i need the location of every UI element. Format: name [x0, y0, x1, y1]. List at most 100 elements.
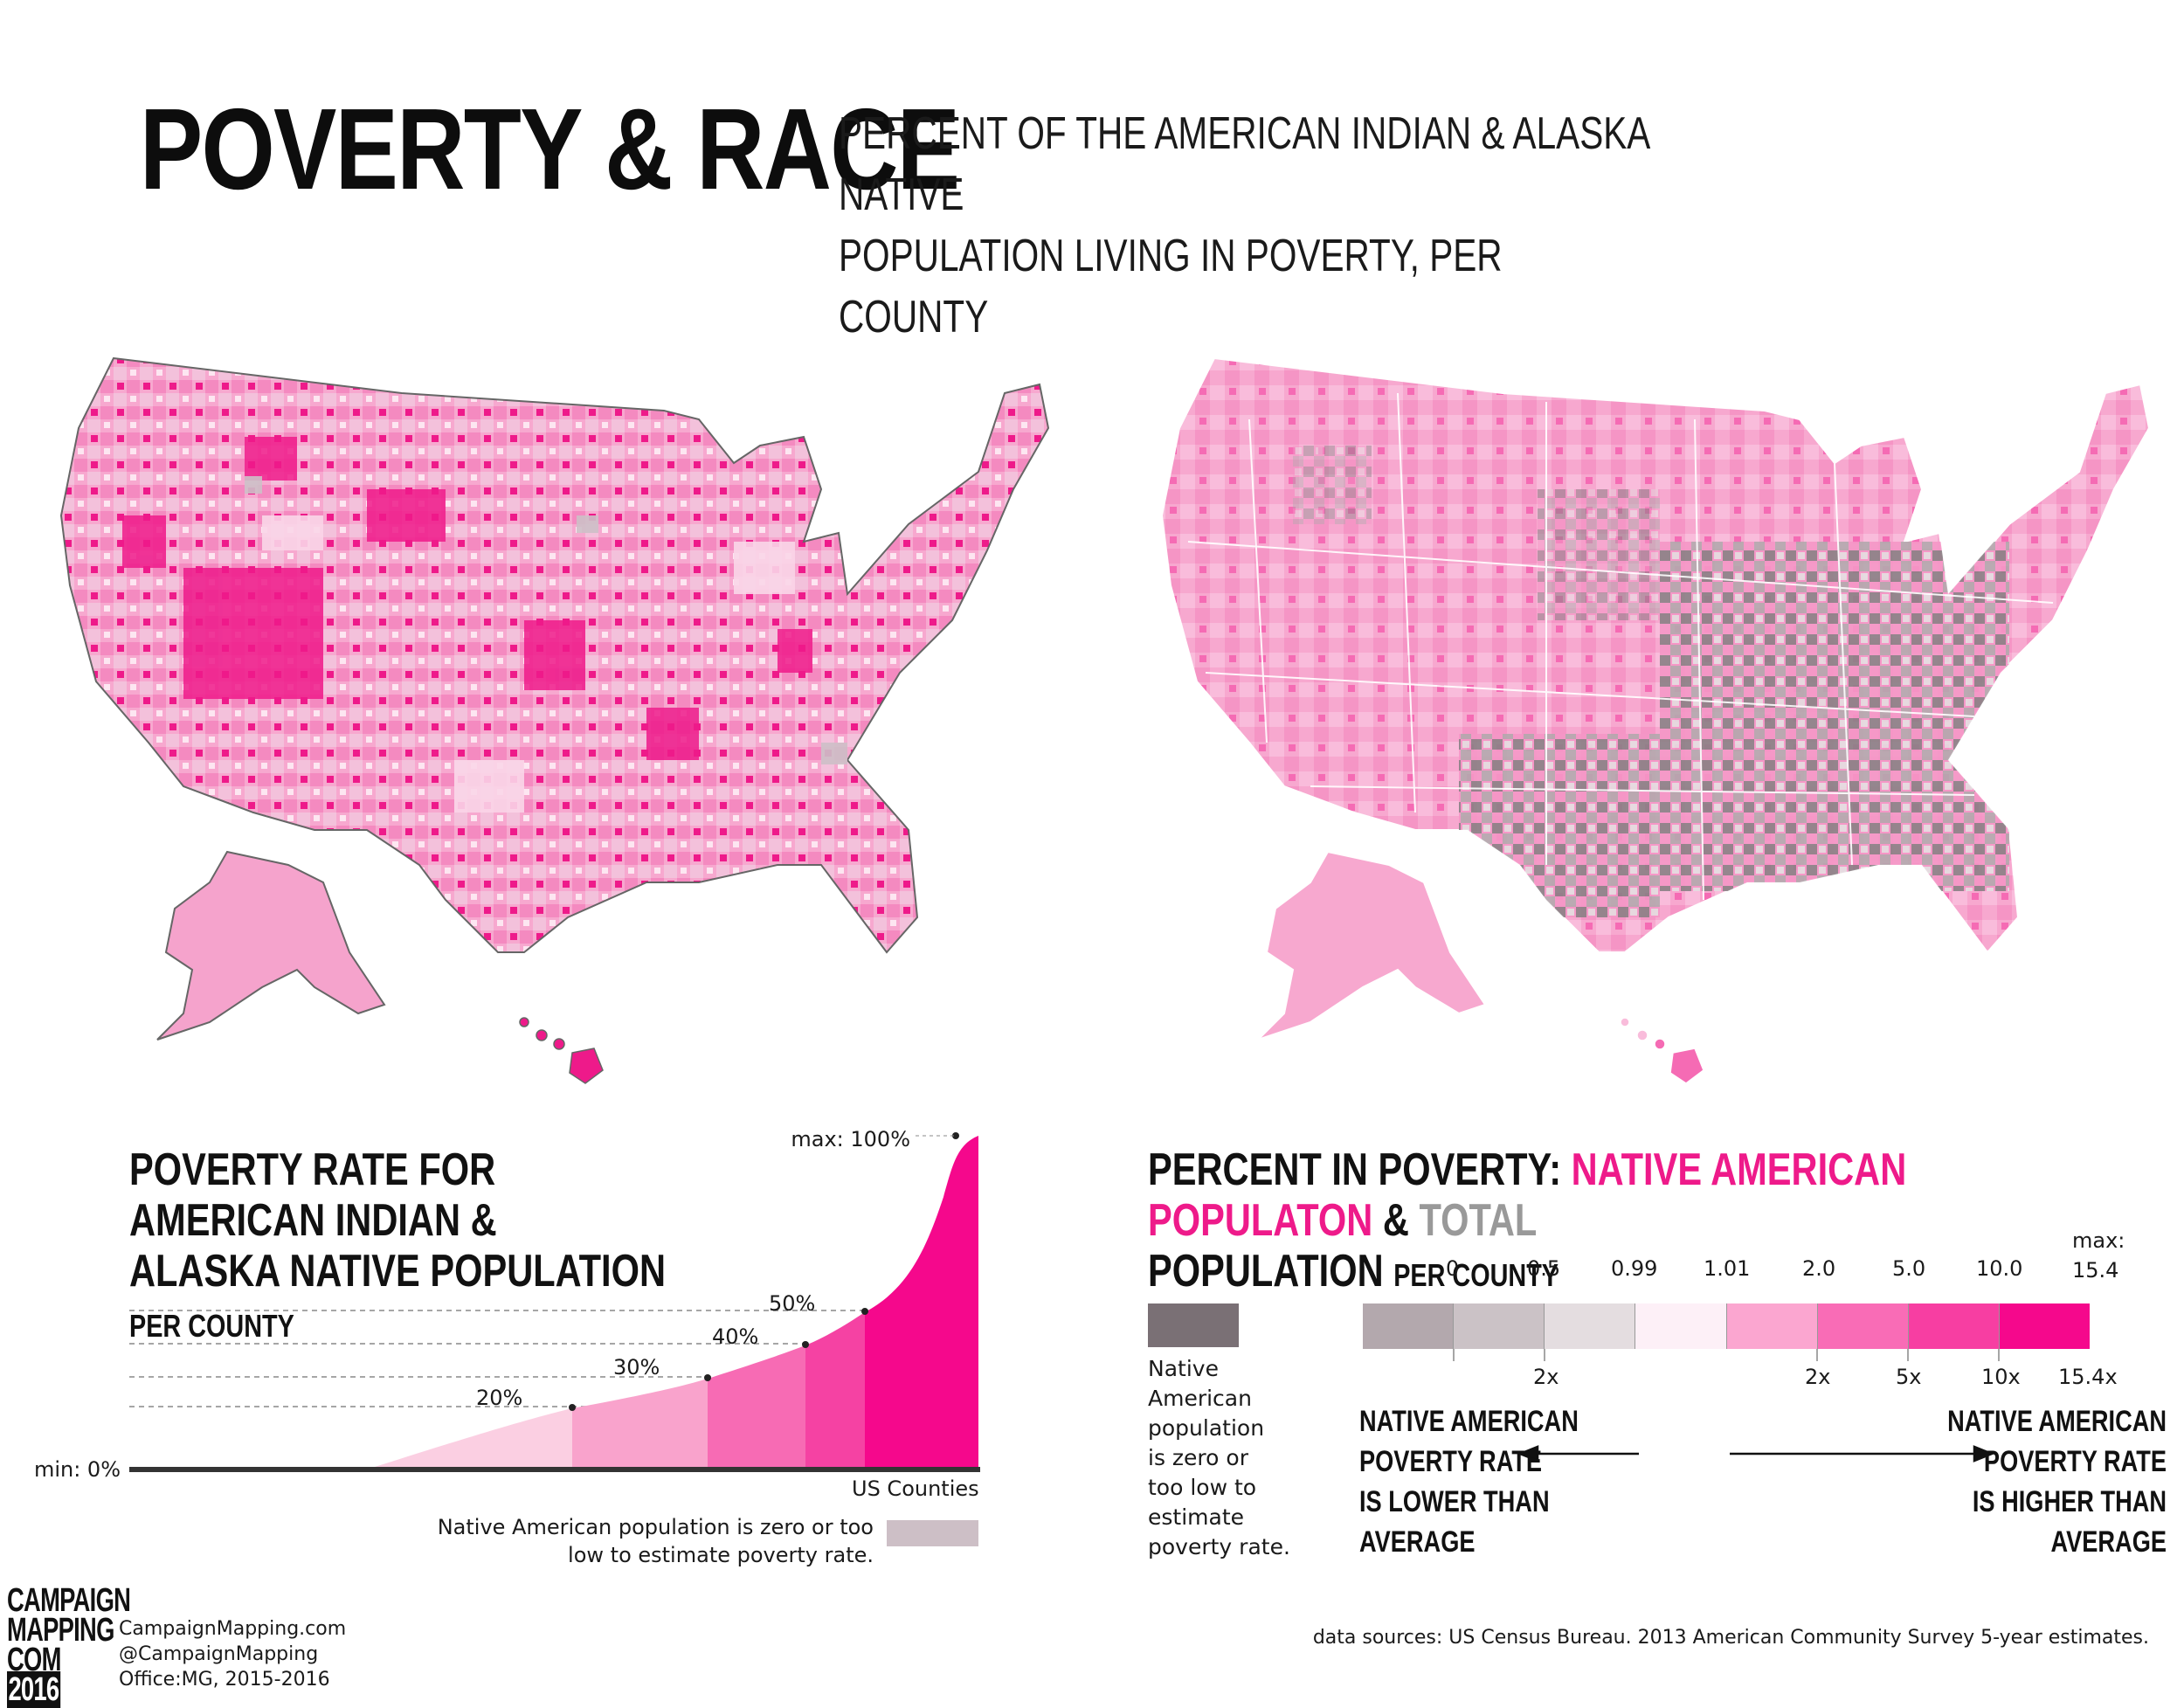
ratio-scale-bar: [1363, 1303, 2090, 1349]
right-legend-max-label: max:: [2072, 1228, 2125, 1253]
top-tick-2: 0.99: [1611, 1256, 1658, 1281]
threshold-markers: [569, 1132, 959, 1411]
credits-office: Office:MG, 2015-2016: [119, 1669, 330, 1691]
credits-website[interactable]: CampaignMapping.com: [119, 1618, 347, 1640]
subtitle-line-1: PERCENT OF THE AMERICAN INDIAN & ALASKA …: [839, 108, 1649, 220]
threshold-label-50: 50%: [769, 1291, 816, 1316]
no-data-line-2: American: [1148, 1386, 1252, 1411]
no-data-line-3: population: [1148, 1415, 1265, 1441]
higher-rate-caption: NATIVE AMERICAN POVERTY RATE IS HIGHER T…: [1831, 1401, 2167, 1562]
subtitle-line-2: POPULATION LIVING IN POVERTY, PER COUNTY: [839, 231, 1503, 342]
top-tick-7: 15.4: [2072, 1258, 2119, 1283]
marker-40: [802, 1341, 809, 1348]
caption-arrows: [1517, 1445, 1995, 1463]
left-legend-heading-line-1: POVERTY RATE FOR AMERICAN INDIAN &: [129, 1144, 497, 1246]
left-legend-heading-main: ALASKA NATIVE POPULATION: [129, 1246, 666, 1297]
marker-50: [861, 1308, 868, 1315]
bottom-tick-higher-2x: 2x: [1805, 1365, 1831, 1389]
no-data-line-5: too low to: [1148, 1475, 1257, 1500]
left-alaska: [156, 850, 386, 1041]
right-legend-heading-main: POPULATION: [1148, 1246, 1384, 1297]
page-title: POVERTY & RACE: [140, 85, 960, 213]
no-data-line-7: poverty rate.: [1148, 1534, 1290, 1559]
curve-band-50-100: [865, 1136, 978, 1469]
ratio-swatch-7: [1907, 1303, 1999, 1349]
left-hawaii: [519, 1017, 604, 1084]
marker-max: [952, 1132, 959, 1139]
left-legend-no-data-line-2: low to estimate poverty rate.: [568, 1543, 874, 1567]
ratio-scale-ticks: [1453, 1349, 2000, 1361]
top-tick-3: 1.01: [1704, 1256, 1751, 1281]
no-data-line-6: estimate: [1148, 1504, 1245, 1530]
higher-caption-line-1: NATIVE AMERICAN: [1947, 1405, 2167, 1438]
curve-band-0-20: [367, 1408, 572, 1469]
threshold-lines: [129, 1310, 978, 1407]
left-legend-max-label: max: 100%: [791, 1127, 910, 1151]
top-tick-4: 2.0: [1802, 1256, 1836, 1281]
right-legend-heading-prefix: PERCENT IN POVERTY:: [1148, 1144, 1572, 1195]
credits-twitter[interactable]: @CampaignMapping: [119, 1643, 319, 1665]
right-legend-heading: PERCENT IN POVERTY: NATIVE AMERICAN POPU…: [1148, 1144, 2056, 1301]
logo-year: 2016: [7, 1671, 60, 1708]
arrow-left-head: [1517, 1445, 1539, 1463]
ratio-swatch-2: [1453, 1303, 1545, 1349]
logo-line-3-text: COM: [7, 1642, 61, 1678]
right-legend-heading-line-1: PERCENT IN POVERTY: NATIVE AMERICAN POPU…: [1148, 1144, 2056, 1246]
left-legend-heading-line-2: ALASKA NATIVE POPULATION PER COUNTY: [129, 1246, 688, 1352]
right-hawaii: [1620, 1017, 1704, 1084]
right-legend-heading-small: PER COUNTY: [1393, 1257, 1559, 1293]
left-legend-heading: POVERTY RATE FOR AMERICAN INDIAN & ALASK…: [129, 1144, 688, 1352]
left-legend-min-label: min: 0%: [33, 1457, 121, 1482]
higher-caption-line-4: AVERAGE: [2050, 1525, 2167, 1559]
top-tick-0: 0: [1446, 1256, 1460, 1281]
bottom-tick-15-4x: 15.4x: [2058, 1365, 2118, 1389]
curve-band-20-30: [572, 1379, 708, 1469]
no-data-line-4: is zero or: [1148, 1445, 1248, 1470]
no-data-line-1: Native: [1148, 1356, 1219, 1381]
marker-30: [704, 1374, 711, 1381]
left-legend-no-data-swatch: [887, 1520, 978, 1546]
top-tick-1: 0.5: [1527, 1256, 1561, 1281]
left-legend-x-label: US Counties: [852, 1476, 979, 1501]
higher-caption-line-2: POVERTY RATE: [1983, 1445, 2167, 1478]
left-legend-heading-small: PER COUNTY: [129, 1308, 294, 1344]
threshold-label-40: 40%: [712, 1324, 759, 1349]
right-legend-no-data-text: Native American population is zero or to…: [1148, 1354, 1290, 1562]
bottom-tick-5x: 5x: [1896, 1365, 1922, 1389]
campaignmapping-logo: CAMPAIGN MAPPING COM 2016: [7, 1582, 131, 1708]
ratio-swatch-8: [1998, 1303, 2090, 1349]
logo-line-2: MAPPING: [7, 1612, 114, 1649]
right-legend-no-data-swatch: [1148, 1303, 1239, 1347]
left-us-map: [59, 356, 1050, 1084]
ratio-swatch-1: [1363, 1303, 1454, 1349]
right-legend-heading-gray: TOTAL: [1419, 1195, 1538, 1246]
logo-line-1: CAMPAIGN: [7, 1582, 131, 1619]
page-subtitle: PERCENT OF THE AMERICAN INDIAN & ALASKA …: [839, 103, 1656, 348]
right-legend-heading-line-2: POPULATION PER COUNTY: [1148, 1246, 2056, 1301]
bottom-tick-lower-2x: 2x: [1533, 1365, 1559, 1389]
right-us-map: [1160, 356, 2151, 1084]
left-conus: [59, 356, 1050, 954]
threshold-label-30: 30%: [613, 1355, 660, 1380]
ratio-swatch-3: [1544, 1303, 1635, 1349]
left-legend-no-data-text: Native American population is zero or to…: [367, 1513, 874, 1569]
right-legend-heading-pink: NATIVE AMERICAN POPULATON: [1148, 1144, 1907, 1246]
lower-caption-line-4: AVERAGE: [1359, 1525, 1476, 1559]
right-legend-heading-amp: &: [1372, 1195, 1420, 1246]
marker-20: [569, 1404, 576, 1411]
arrow-right-head: [1973, 1445, 1995, 1463]
higher-caption-line-3: IS HIGHER THAN: [1972, 1485, 2167, 1518]
curve-band-30-40: [708, 1345, 805, 1469]
ratio-swatch-5: [1725, 1303, 1817, 1349]
top-tick-5: 5.0: [1892, 1256, 1926, 1281]
lower-rate-caption: NATIVE AMERICAN POVERTY RATE IS LOWER TH…: [1359, 1401, 1579, 1562]
credits: CampaignMapping.com @CampaignMapping Off…: [119, 1616, 346, 1692]
threshold-label-20: 20%: [476, 1386, 523, 1410]
ratio-swatch-4: [1635, 1303, 1726, 1349]
bottom-tick-10x: 10x: [1981, 1365, 2021, 1389]
right-conus: [1160, 356, 2151, 954]
left-legend-no-data-line-1: Native American population is zero or to…: [437, 1515, 874, 1539]
left-legend-chart: [129, 1132, 980, 1472]
logo-line-3: COM 2016: [7, 1642, 87, 1708]
ratio-swatch-6: [1816, 1303, 1908, 1349]
